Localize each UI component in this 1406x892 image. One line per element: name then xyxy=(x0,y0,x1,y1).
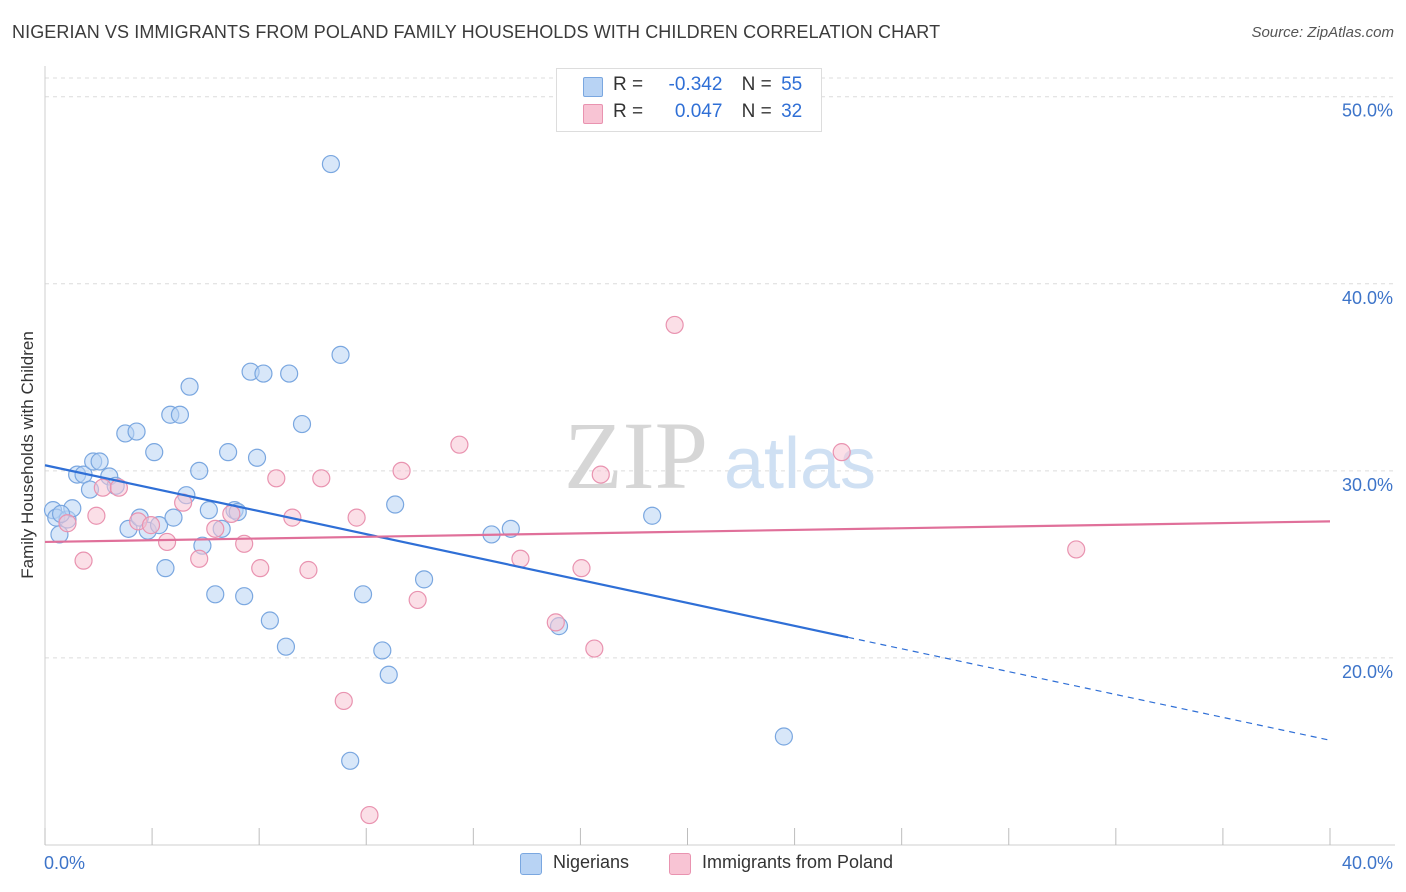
nigerians-point xyxy=(280,364,299,383)
tick-labels: 20.0% 30.0% 40.0% 50.0% 0.0% 40.0% xyxy=(44,101,1393,873)
poland-point xyxy=(58,514,77,533)
nigerians-point xyxy=(379,665,398,684)
bottom-legend-label: Immigrants from Poland xyxy=(702,852,894,872)
nigerians-trend-extension xyxy=(847,636,1331,741)
nigerians-point xyxy=(501,519,520,538)
bottom-legend-label: Nigerians xyxy=(553,852,630,872)
poland-point xyxy=(206,519,225,538)
poland-point xyxy=(408,590,427,610)
nigerians-point xyxy=(353,585,373,604)
poland-point xyxy=(392,461,411,480)
legend-r-label: R = xyxy=(613,74,644,95)
poland-point xyxy=(665,315,684,335)
poland-point xyxy=(109,478,128,497)
legend-n-value: 32 xyxy=(781,101,803,122)
legend-r-label: R = xyxy=(613,101,644,122)
legend-n-label: N = xyxy=(741,74,772,95)
poland-points xyxy=(58,315,1086,825)
nigerians-point xyxy=(331,345,350,364)
poland-point xyxy=(299,560,318,580)
nigerians-point xyxy=(190,461,209,480)
nigerians-point xyxy=(292,414,312,434)
poland-point xyxy=(190,549,209,568)
poland-point xyxy=(87,506,106,525)
bottom-legend: Nigerians Immigrants from Poland xyxy=(0,852,1406,876)
watermark-zip: ZIP xyxy=(564,402,708,509)
nigerians-point xyxy=(170,405,190,424)
poland-point xyxy=(141,516,161,535)
y-tick-label: 40.0% xyxy=(1342,288,1393,308)
watermark-atlas: atlas xyxy=(724,424,876,504)
chart-title: NIGERIAN VS IMMIGRANTS FROM POLAND FAMIL… xyxy=(12,22,941,42)
poland-point xyxy=(572,559,591,578)
nigerians-point xyxy=(341,751,360,770)
poland-point xyxy=(591,465,610,484)
poland-trend-line xyxy=(44,520,1331,544)
poland-point xyxy=(347,508,366,527)
x-tick-label: 40.0% xyxy=(1342,853,1393,873)
y-tick-label: 30.0% xyxy=(1342,475,1393,495)
bottom-legend-swatch-poland xyxy=(669,853,691,875)
poland-point xyxy=(546,613,565,632)
nigerians-point xyxy=(90,452,109,471)
nigerians-point xyxy=(254,364,273,383)
stats-legend: R = -0.342 N = 55 R = 0.047 N = 32 xyxy=(556,68,822,132)
nigerians-point xyxy=(219,443,238,462)
legend-swatch-poland xyxy=(583,104,603,124)
nigerians-point xyxy=(247,448,267,467)
nigerians-point xyxy=(164,508,183,527)
legend-n-label: N = xyxy=(741,101,772,122)
y-tick-label: 50.0% xyxy=(1342,101,1393,121)
nigerians-point xyxy=(260,611,279,630)
poland-point xyxy=(157,532,177,552)
poland-point xyxy=(1067,540,1086,559)
nigerians-point xyxy=(321,154,341,174)
nigerians-point xyxy=(414,570,434,589)
nigerians-point xyxy=(643,506,662,525)
poland-point xyxy=(585,639,604,658)
nigerians-point xyxy=(373,641,392,660)
watermark: ZIP atlas xyxy=(564,402,876,509)
poland-point xyxy=(93,478,112,497)
trend-lines xyxy=(44,464,1331,741)
poland-point xyxy=(74,551,93,570)
legend-swatch-nigerians xyxy=(583,77,603,97)
legend-r-value: -0.342 xyxy=(668,74,723,95)
nigerians-points xyxy=(43,154,793,770)
poland-point xyxy=(267,469,286,488)
poland-point xyxy=(360,805,379,825)
axes xyxy=(44,66,1395,846)
poland-point xyxy=(832,443,851,462)
nigerians-point xyxy=(235,587,254,606)
nigerians-point xyxy=(774,727,793,746)
nigerians-point xyxy=(199,501,218,520)
nigerians-point xyxy=(127,422,146,441)
nigerians-point xyxy=(386,495,405,514)
bottom-legend-swatch-nigerians xyxy=(520,853,542,875)
poland-point xyxy=(334,691,353,711)
nigerians-trend-line xyxy=(44,464,849,639)
y-tick-label: 20.0% xyxy=(1342,662,1393,682)
source-label: Source: ZipAtlas.com xyxy=(1251,24,1394,41)
poland-point xyxy=(251,559,270,578)
nigerians-point xyxy=(206,585,225,604)
nigerians-point xyxy=(156,559,175,578)
poland-point xyxy=(511,549,530,568)
poland-point xyxy=(312,469,331,488)
legend-r-value: 0.047 xyxy=(674,101,723,122)
nigerians-point xyxy=(145,443,164,462)
legend-n-value: 55 xyxy=(781,74,803,95)
nigerians-point xyxy=(180,377,199,396)
x-tick-label: 0.0% xyxy=(44,853,85,873)
poland-point xyxy=(222,504,241,523)
poland-point xyxy=(450,435,469,454)
nigerians-point xyxy=(276,637,296,656)
